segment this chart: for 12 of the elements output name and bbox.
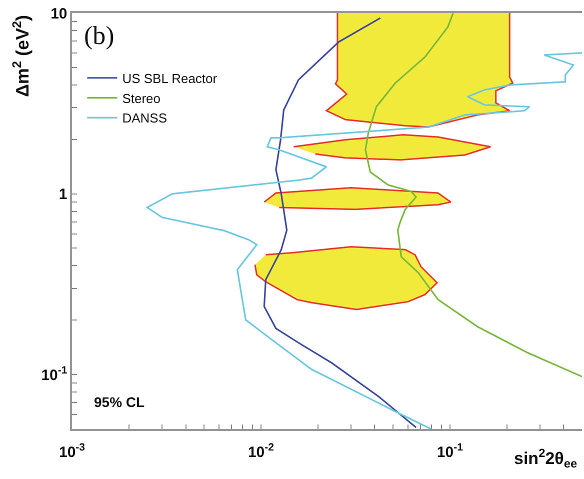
x-tick-label: 10$^{-1}$ [436, 441, 464, 461]
annotation: (b) [84, 21, 114, 50]
y-tick-label: 1 [58, 186, 68, 204]
y-tick-label: 10 [50, 5, 68, 22]
x-tick-label: 10$^{-3}$ [58, 441, 86, 461]
legend-label: US SBL Reactor [122, 70, 218, 86]
x-axis-title: sin$^{2}$2θ$_{ee}$ [514, 446, 578, 471]
legend-label: Stereo [122, 90, 161, 106]
annotation: 95% CL [94, 394, 146, 410]
y-tick-label: 10$^{-1}$ [41, 364, 68, 384]
x-tick-label: 10$^{-2}$ [248, 441, 274, 461]
legend-label: DANSS [122, 110, 168, 126]
